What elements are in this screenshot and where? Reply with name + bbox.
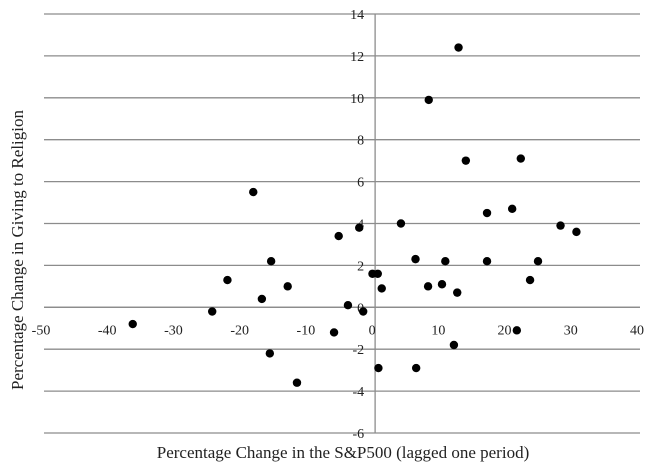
data-point bbox=[453, 288, 462, 297]
data-point bbox=[358, 307, 368, 316]
data-point bbox=[461, 156, 471, 165]
data-point bbox=[343, 301, 353, 310]
data-point bbox=[329, 328, 339, 337]
data-point bbox=[572, 227, 581, 237]
data-point bbox=[292, 378, 302, 387]
x-tick-label: -50 bbox=[32, 323, 51, 338]
x-tick-label: 30 bbox=[564, 323, 578, 338]
data-point bbox=[283, 282, 292, 291]
y-tick-label: 8 bbox=[357, 134, 364, 149]
data-points bbox=[128, 43, 581, 387]
x-tick-label: 0 bbox=[369, 323, 376, 338]
data-point bbox=[507, 204, 517, 214]
data-point bbox=[424, 95, 433, 105]
y-tick-label: 14 bbox=[350, 8, 364, 23]
x-tick-label: 40 bbox=[630, 323, 644, 338]
y-axis-title: Percentage Change in Giving to Religion bbox=[8, 110, 27, 390]
data-point bbox=[556, 221, 565, 230]
data-point bbox=[411, 363, 421, 373]
data-point bbox=[525, 275, 535, 285]
data-point bbox=[208, 307, 217, 316]
x-tick-label: -20 bbox=[230, 323, 249, 338]
y-tick-label: 6 bbox=[357, 176, 364, 191]
data-point bbox=[249, 187, 258, 197]
x-tick-label: -10 bbox=[297, 323, 316, 338]
data-point bbox=[437, 280, 447, 289]
x-tick-labels: -50 -40 -30 -20 -10 0 10 20 30 40 bbox=[32, 323, 644, 338]
data-point bbox=[355, 223, 364, 232]
data-point bbox=[454, 43, 463, 52]
data-point bbox=[423, 282, 433, 291]
x-tick-label: -40 bbox=[98, 323, 117, 338]
gridlines bbox=[44, 13, 640, 434]
data-point bbox=[373, 269, 382, 278]
data-point bbox=[482, 257, 492, 266]
data-point bbox=[516, 154, 525, 163]
y-tick-label: 12 bbox=[350, 50, 364, 65]
x-tick-label: 20 bbox=[498, 323, 512, 338]
x-axis-title: Percentage Change in the S&P500 (lagged … bbox=[157, 443, 529, 462]
x-tick-label: 10 bbox=[431, 323, 445, 338]
y-tick-label: 2 bbox=[357, 259, 364, 274]
y-tick-label: -4 bbox=[352, 385, 364, 400]
data-point bbox=[265, 349, 275, 358]
data-point bbox=[396, 219, 406, 228]
y-tick-label: -6 bbox=[352, 427, 364, 442]
data-point bbox=[441, 257, 450, 266]
data-point bbox=[449, 340, 459, 350]
data-point bbox=[257, 294, 267, 304]
data-point bbox=[377, 284, 386, 293]
data-point bbox=[266, 257, 276, 266]
data-point bbox=[128, 319, 137, 329]
data-point bbox=[482, 208, 492, 218]
data-point bbox=[411, 254, 420, 264]
data-point bbox=[374, 363, 383, 373]
x-tick-label: -30 bbox=[164, 323, 183, 338]
data-point bbox=[533, 257, 543, 266]
y-tick-label: -2 bbox=[352, 343, 364, 358]
data-point bbox=[512, 326, 522, 335]
y-tick-label: 10 bbox=[350, 92, 364, 107]
data-point bbox=[334, 231, 343, 241]
data-point bbox=[223, 275, 232, 285]
